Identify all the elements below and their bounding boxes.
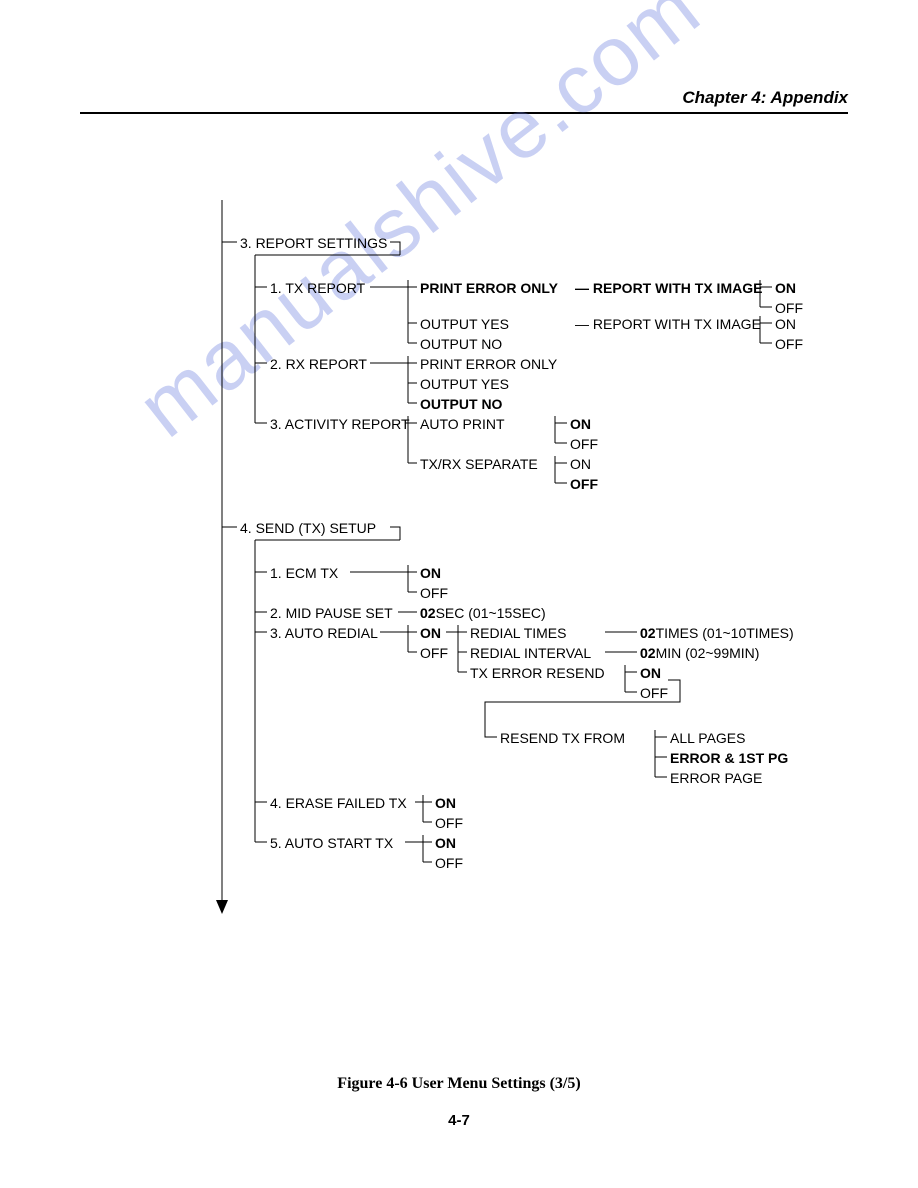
- tree-node: 5. AUTO START TX: [270, 835, 393, 851]
- tree-node: TX ERROR RESEND: [470, 665, 605, 681]
- chapter-header: Chapter 4: Appendix: [682, 88, 848, 108]
- tree-node: ON: [420, 565, 441, 581]
- tree-node: ON: [640, 665, 661, 681]
- header-rule: [80, 112, 848, 114]
- tree-node: 02: [640, 625, 656, 641]
- tree-node: REDIAL TIMES: [470, 625, 566, 641]
- tree-node: 4. ERASE FAILED TX: [270, 795, 407, 811]
- tree-node: 3. ACTIVITY REPORT: [270, 416, 410, 432]
- tree-lines: [210, 200, 910, 920]
- tree-node: OUTPUT YES: [420, 316, 509, 332]
- tree-node: 02MIN (02~99MIN): [640, 645, 759, 661]
- tree-node: OFF: [775, 300, 803, 316]
- tree-node: ALL PAGES: [670, 730, 745, 746]
- tree-node: REDIAL INTERVAL: [470, 645, 591, 661]
- tree-node: OFF: [640, 685, 668, 701]
- page: Chapter 4: Appendix manualshive.com 3. R…: [0, 0, 918, 1188]
- tree-node: OFF: [420, 645, 448, 661]
- tree-node: ON: [435, 835, 456, 851]
- tree-node: OFF: [775, 336, 803, 352]
- tree-node: — REPORT WITH TX IMAGE: [575, 280, 762, 296]
- tree-node: 02: [640, 645, 656, 661]
- tree-node: OFF: [420, 585, 448, 601]
- tree-node: PRINT ERROR ONLY: [420, 280, 558, 296]
- tree-node: AUTO PRINT: [420, 416, 505, 432]
- figure-caption: Figure 4-6 User Menu Settings (3/5): [0, 1075, 918, 1093]
- tree-node: 3. REPORT SETTINGS: [240, 235, 387, 251]
- tree-node: ON: [435, 795, 456, 811]
- tree-node: 1. ECM TX: [270, 565, 338, 581]
- tree-node: — REPORT WITH TX IMAGE: [575, 316, 761, 332]
- tree-node: OUTPUT NO: [420, 396, 502, 412]
- tree-node: 2. MID PAUSE SET: [270, 605, 393, 621]
- tree-node: RESEND TX FROM: [500, 730, 625, 746]
- tree-node: ERROR & 1ST PG: [670, 750, 788, 766]
- tree-node: 02TIMES (01~10TIMES): [640, 625, 794, 641]
- tree-node: 3. AUTO REDIAL: [270, 625, 378, 641]
- tree-node: OFF: [435, 855, 463, 871]
- tree-node: ERROR PAGE: [670, 770, 762, 786]
- tree-node: PRINT ERROR ONLY: [420, 356, 557, 372]
- tree-node: OFF: [570, 436, 598, 452]
- page-number: 4-7: [0, 1112, 918, 1129]
- tree-node: 4. SEND (TX) SETUP: [240, 520, 376, 536]
- tree-node: 1. TX REPORT: [270, 280, 365, 296]
- tree-node: 2. RX REPORT: [270, 356, 367, 372]
- tree-node: ON: [420, 625, 441, 641]
- tree-node: ON: [775, 316, 796, 332]
- tree-node: ON: [570, 416, 591, 432]
- tree-node: ON: [570, 456, 591, 472]
- tree-node: OFF: [570, 476, 598, 492]
- tree-node: OUTPUT YES: [420, 376, 509, 392]
- tree-node: 02: [420, 605, 436, 621]
- menu-tree-diagram: 3. REPORT SETTINGS 1. TX REPORT PRINT ERRO…: [210, 200, 910, 920]
- tree-node: OFF: [435, 815, 463, 831]
- tree-node: 02SEC (01~15SEC): [420, 605, 546, 621]
- tree-node: OUTPUT NO: [420, 336, 502, 352]
- tree-node: TX/RX SEPARATE: [420, 456, 538, 472]
- tree-node: ON: [775, 280, 796, 296]
